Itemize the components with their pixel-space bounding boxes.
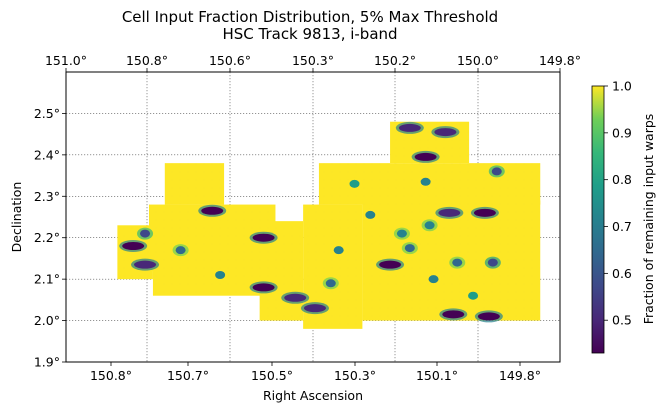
feature-mark	[438, 208, 461, 217]
feature-mark	[252, 233, 275, 242]
feature-mark	[414, 152, 437, 161]
colorbar-ticks: 0.5 0.6 0.7 0.8 0.9 1.0	[604, 79, 632, 328]
colorbar-tick-label: 0.5	[612, 313, 632, 328]
feature-mark	[404, 244, 415, 253]
colorbar-label: Fraction of remaining input warps	[641, 114, 656, 325]
colorbar-tick-label: 0.8	[612, 172, 632, 187]
x-top-tick-label: 150.0°	[457, 53, 499, 68]
colorbar-tick-label: 0.6	[612, 266, 632, 281]
y-tick-label: 2.5°	[34, 106, 60, 121]
x-top-tick-label: 150.3°	[292, 53, 334, 68]
feature-mark	[284, 293, 307, 302]
coverage-region	[164, 163, 225, 205]
x-tick-label: 150.7°	[167, 368, 209, 383]
x-top-tick-label: 150.2°	[374, 53, 416, 68]
feature-mark	[325, 279, 336, 288]
y-axis: 1.9° 2.0° 2.1° 2.2° 2.3° 2.4° 2.5°	[34, 106, 66, 370]
y-tick-label: 1.9°	[34, 355, 60, 370]
x-top-tick-label: 149.8°	[539, 53, 581, 68]
feature-mark	[252, 283, 275, 292]
x-top-tick-label: 150.6°	[209, 53, 251, 68]
chart-subtitle: HSC Track 9813, i-band	[222, 25, 397, 43]
colorbar-tick-label: 1.0	[612, 79, 632, 94]
feature-mark	[201, 206, 224, 215]
heatmap-features	[119, 121, 505, 323]
x-axis-bottom: 150.8° 150.7° 150.5° 150.3° 150.1° 149.8°	[90, 362, 541, 383]
feature-mark	[303, 304, 326, 313]
feature-mark	[134, 260, 157, 269]
y-tick-label: 2.1°	[34, 272, 60, 287]
x-tick-label: 150.8°	[90, 368, 132, 383]
y-tick-label: 2.3°	[34, 189, 60, 204]
colorbar: 0.5 0.6 0.7 0.8 0.9 1.0 Fraction of remaining…	[591, 79, 656, 354]
feature-mark	[487, 258, 498, 267]
y-tick-label: 2.0°	[34, 313, 60, 328]
chart-title: Cell Input Fraction Distribution, 5% Max…	[122, 8, 498, 26]
x-top-tick-label: 150.8°	[126, 53, 168, 68]
x-top-tick-label: 151.0°	[45, 53, 87, 68]
feature-mark	[398, 123, 421, 132]
colorbar-tick-label: 0.7	[612, 219, 632, 234]
y-axis-label: Declination	[9, 182, 24, 253]
feature-mark	[424, 221, 435, 230]
feature-mark	[349, 179, 360, 188]
colorbar-tick-label: 0.9	[612, 125, 632, 140]
x-axis-top: 151.0° 150.8° 150.6° 150.3° 150.2° 150.0° 149.…	[45, 53, 581, 72]
feature-mark	[365, 210, 376, 219]
feature-mark	[420, 177, 431, 186]
feature-mark	[468, 291, 479, 300]
feature-mark	[473, 208, 496, 217]
y-tick-label: 2.4°	[34, 147, 60, 162]
colorbar-gradient	[591, 85, 605, 354]
x-axis-label: Right Ascension	[263, 388, 363, 403]
feature-mark	[396, 229, 407, 238]
coverage-region	[152, 266, 272, 296]
y-tick-label: 2.2°	[34, 230, 60, 245]
feature-mark	[428, 275, 439, 284]
feature-mark	[122, 242, 145, 250]
feature-mark	[491, 167, 502, 176]
feature-mark	[333, 246, 344, 255]
feature-mark	[140, 229, 151, 238]
feature-mark	[477, 312, 500, 321]
x-tick-label: 150.1°	[416, 368, 458, 383]
x-tick-label: 150.3°	[334, 368, 376, 383]
x-tick-label: 149.8°	[499, 368, 541, 383]
feature-mark	[175, 246, 186, 255]
x-tick-label: 150.5°	[251, 368, 293, 383]
feature-mark	[434, 128, 457, 137]
feature-mark	[215, 271, 226, 279]
feature-mark	[379, 260, 402, 269]
feature-mark	[442, 310, 465, 319]
feature-mark	[452, 258, 463, 267]
